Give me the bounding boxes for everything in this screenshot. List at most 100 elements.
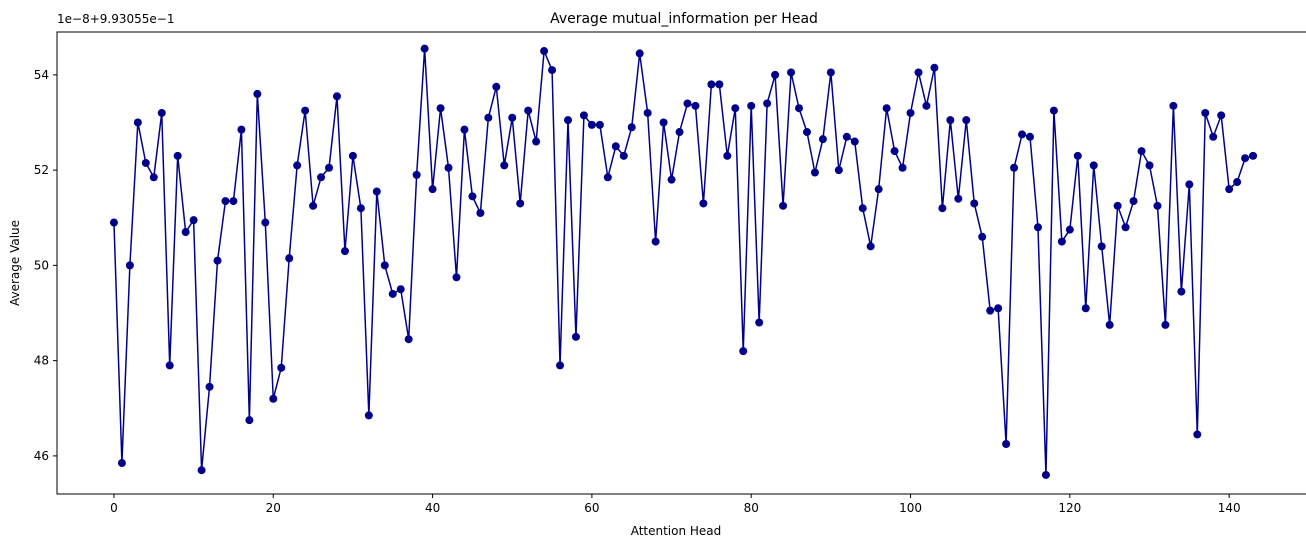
data-point bbox=[325, 163, 334, 172]
data-point bbox=[372, 187, 381, 196]
data-point bbox=[205, 382, 214, 391]
data-point bbox=[890, 147, 899, 156]
y-offset-label: 1e−8+9.93055e−1 bbox=[57, 12, 174, 26]
data-point bbox=[540, 47, 549, 56]
data-point bbox=[516, 199, 525, 208]
data-point bbox=[723, 151, 732, 160]
data-point bbox=[1209, 132, 1218, 141]
data-point bbox=[1097, 242, 1106, 251]
data-point bbox=[317, 173, 326, 182]
data-point bbox=[858, 204, 867, 213]
data-point bbox=[707, 80, 716, 89]
data-point bbox=[564, 116, 572, 125]
series-layer bbox=[109, 44, 1258, 479]
data-point bbox=[1057, 237, 1066, 246]
data-point bbox=[715, 80, 724, 89]
data-point bbox=[954, 194, 963, 203]
data-point bbox=[850, 137, 859, 146]
data-point bbox=[1145, 161, 1154, 170]
data-point bbox=[930, 63, 939, 72]
plot-area bbox=[56, 31, 1306, 495]
data-point bbox=[484, 113, 493, 122]
data-point bbox=[818, 135, 827, 144]
data-point bbox=[197, 466, 206, 475]
data-point bbox=[571, 332, 580, 341]
data-point bbox=[524, 106, 533, 115]
data-point bbox=[173, 151, 182, 160]
data-point bbox=[938, 204, 947, 213]
data-point bbox=[683, 99, 692, 108]
data-point bbox=[1185, 180, 1194, 189]
data-point bbox=[277, 363, 286, 372]
data-point bbox=[444, 163, 453, 172]
data-point bbox=[404, 335, 413, 344]
data-point bbox=[1137, 147, 1146, 156]
data-point bbox=[117, 459, 126, 468]
data-point bbox=[348, 151, 357, 160]
data-point bbox=[1233, 178, 1242, 187]
data-point bbox=[755, 318, 764, 327]
data-point bbox=[779, 201, 788, 210]
data-point bbox=[675, 128, 684, 137]
data-point bbox=[237, 125, 246, 134]
data-point bbox=[229, 197, 238, 206]
data-point bbox=[731, 104, 740, 113]
x-tick-label: 20 bbox=[266, 501, 281, 515]
data-point bbox=[635, 49, 644, 58]
x-axis-ticks: 0 20 40 60 80 100 120 140 bbox=[110, 494, 1241, 515]
y-tick-label: 52 bbox=[34, 163, 49, 177]
data-point bbox=[269, 394, 278, 403]
series-line bbox=[113, 47, 1254, 476]
y-tick-label: 50 bbox=[34, 258, 49, 272]
data-point bbox=[492, 82, 501, 91]
data-point bbox=[898, 163, 907, 172]
data-point bbox=[842, 132, 851, 141]
data-point bbox=[587, 120, 596, 129]
data-point bbox=[739, 347, 748, 356]
data-point bbox=[548, 66, 557, 75]
data-point bbox=[1010, 163, 1019, 172]
x-tick-label: 100 bbox=[899, 501, 922, 515]
data-point bbox=[380, 261, 389, 270]
chart-title: Average mutual_information per Head bbox=[550, 11, 818, 27]
data-point bbox=[468, 192, 477, 201]
data-point bbox=[476, 208, 485, 217]
y-axis-ticks: 46 48 50 52 54 bbox=[34, 68, 57, 463]
x-tick-label: 60 bbox=[584, 501, 599, 515]
x-tick-label: 40 bbox=[425, 501, 440, 515]
data-point bbox=[364, 411, 373, 420]
data-point bbox=[906, 108, 915, 117]
data-point bbox=[556, 361, 565, 370]
data-point bbox=[1113, 201, 1122, 210]
data-point bbox=[667, 175, 676, 184]
data-point bbox=[508, 113, 517, 122]
data-point bbox=[1201, 108, 1210, 117]
data-point bbox=[747, 101, 756, 110]
data-point bbox=[388, 289, 397, 298]
data-point bbox=[946, 116, 955, 125]
data-point bbox=[834, 166, 843, 175]
data-point bbox=[874, 185, 883, 194]
data-point bbox=[532, 137, 541, 146]
data-point bbox=[787, 68, 796, 77]
data-point bbox=[125, 261, 134, 270]
x-tick-label: 140 bbox=[1218, 501, 1241, 515]
data-point bbox=[149, 173, 158, 182]
data-point bbox=[962, 116, 971, 125]
data-point bbox=[1026, 132, 1035, 141]
data-point bbox=[826, 68, 835, 77]
data-point bbox=[309, 201, 318, 210]
data-point bbox=[994, 304, 1003, 313]
data-point bbox=[221, 197, 230, 206]
data-point bbox=[1041, 470, 1050, 479]
data-point bbox=[1073, 151, 1082, 160]
data-point bbox=[659, 118, 668, 127]
data-point bbox=[301, 106, 310, 115]
data-point bbox=[412, 170, 421, 179]
data-point bbox=[771, 70, 780, 79]
data-point bbox=[1049, 106, 1058, 115]
data-point bbox=[109, 218, 118, 227]
data-point bbox=[643, 108, 652, 117]
data-point bbox=[261, 218, 270, 227]
